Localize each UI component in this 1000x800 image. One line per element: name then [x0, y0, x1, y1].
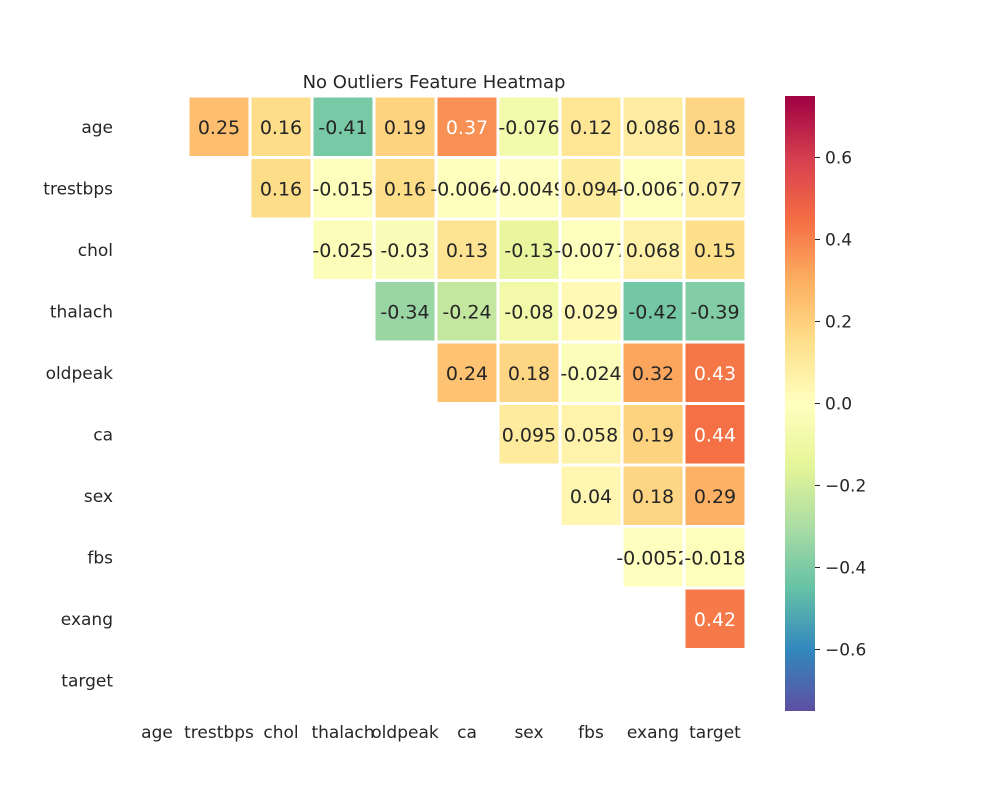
- heatmap-cell: [558, 402, 624, 467]
- column-tick-label: oldpeak: [371, 723, 439, 743]
- cell-value-label: 0.19: [632, 424, 674, 446]
- cell-value-label: 0.25: [198, 117, 240, 139]
- heatmap-cell: [682, 525, 748, 590]
- heatmap-cell: [248, 156, 314, 221]
- heatmap-cell: [620, 279, 686, 344]
- cell-value-label: -0.0052: [616, 547, 689, 569]
- column-tick-label: ca: [457, 723, 477, 743]
- cell-value-label: -0.0064: [430, 178, 503, 200]
- column-tick-label: target: [689, 723, 741, 743]
- row-tick-label: age: [81, 118, 113, 138]
- cell-value-label: 0.18: [694, 117, 736, 139]
- cell-value-label: 0.16: [384, 178, 426, 200]
- cell-value-label: 0.29: [694, 486, 736, 508]
- heatmap-cell: [434, 340, 500, 405]
- column-tick-label: exang: [627, 723, 679, 743]
- colorbar-tick-label: 0.4: [825, 231, 852, 251]
- cell-value-label: -0.41: [318, 117, 367, 139]
- cell-value-label: 0.18: [508, 363, 550, 385]
- cell-value-label: 0.16: [260, 178, 302, 200]
- heatmap-cell: [682, 156, 748, 221]
- heatmap-cell: [682, 586, 748, 651]
- cell-value-label: 0.43: [694, 363, 736, 385]
- row-tick-label: chol: [78, 241, 113, 261]
- cell-value-label: -0.0067: [616, 178, 689, 200]
- cell-value-label: -0.13: [504, 240, 553, 262]
- cell-value-label: -0.42: [628, 301, 677, 323]
- cell-value-label: 0.068: [626, 240, 680, 262]
- row-tick-label: exang: [61, 610, 113, 630]
- cell-value-label: 0.44: [694, 424, 736, 446]
- cell-value-label: -0.025: [312, 240, 373, 262]
- cell-value-label: 0.094: [564, 178, 618, 200]
- column-tick-label: sex: [514, 723, 543, 743]
- column-tick-label: age: [141, 723, 173, 743]
- colorbar-tick-label: −0.6: [825, 641, 866, 661]
- cell-value-label: 0.37: [446, 117, 488, 139]
- cell-value-label: -0.018: [684, 547, 745, 569]
- heatmap-cell: [310, 217, 376, 282]
- colorbar-tick-label: 0.2: [825, 313, 852, 333]
- column-tick-label: thalach: [311, 723, 374, 743]
- row-tick-label: fbs: [87, 548, 113, 568]
- row-tick-label: target: [61, 671, 113, 691]
- colorbar: [785, 96, 815, 711]
- cell-value-label: -0.39: [690, 301, 739, 323]
- row-tick-label: trestbps: [43, 179, 113, 199]
- cell-value-label: 0.19: [384, 117, 426, 139]
- row-tick-labels: age trestbps chol thalach oldpeak ca sex fbs exa…: [43, 118, 113, 692]
- cell-value-label: 0.32: [632, 363, 674, 385]
- cell-value-label: 0.086: [626, 117, 680, 139]
- cell-value-label: -0.34: [380, 301, 429, 323]
- column-tick-label: fbs: [578, 723, 604, 743]
- heatmap-cell: [620, 94, 686, 159]
- row-tick-label: ca: [93, 425, 113, 445]
- heatmap-cell: [620, 525, 686, 590]
- cell-value-label: 0.12: [570, 117, 612, 139]
- row-tick-label: sex: [84, 487, 113, 507]
- cell-value-label: 0.16: [260, 117, 302, 139]
- colorbar-ticks: 0.6 0.4 0.2 0.0 −0.2 −0.4 −0.6: [815, 149, 866, 661]
- cell-value-label: 0.095: [502, 424, 556, 446]
- column-tick-label: trestbps: [184, 723, 254, 743]
- cell-value-label: -0.024: [560, 363, 621, 385]
- cell-value-label: -0.0077: [554, 240, 627, 262]
- row-tick-label: thalach: [50, 302, 113, 322]
- cell-value-label: -0.03: [380, 240, 429, 262]
- cell-value-label: 0.04: [570, 486, 612, 508]
- colorbar-tick-label: 0.6: [825, 149, 852, 169]
- heatmap-cell: [496, 340, 562, 405]
- heatmap-cell: [558, 279, 624, 344]
- cell-value-label: -0.24: [442, 301, 491, 323]
- colorbar-tick-label: −0.4: [825, 559, 866, 579]
- row-tick-label: oldpeak: [46, 364, 114, 384]
- heatmap-cell: [496, 156, 562, 221]
- cell-value-label: -0.08: [504, 301, 553, 323]
- cell-value-label: -0.015: [312, 178, 373, 200]
- cell-value-label: 0.077: [688, 178, 742, 200]
- heatmap-cell: [372, 279, 438, 344]
- heatmap-cell: [682, 217, 748, 282]
- cell-value-label: 0.18: [632, 486, 674, 508]
- heatmap-cells: 0.25 0.16 -0.41 0.19 0.37 -0.076 0.12 0.086 0.18…: [186, 94, 748, 651]
- cell-value-label: -0.0049: [492, 178, 565, 200]
- cell-value-label: 0.42: [694, 609, 736, 631]
- heatmap-cell: [186, 94, 252, 159]
- cell-value-label: -0.076: [498, 117, 559, 139]
- cell-value-label: 0.24: [446, 363, 488, 385]
- colorbar-tick-label: 0.0: [825, 395, 852, 415]
- column-tick-label: chol: [263, 723, 298, 743]
- cell-value-label: 0.029: [564, 301, 618, 323]
- cell-value-label: 0.058: [564, 424, 618, 446]
- heatmap-cell: [558, 156, 624, 221]
- heatmap-cell: [496, 402, 562, 467]
- cell-value-label: 0.13: [446, 240, 488, 262]
- heatmap-cell: [682, 402, 748, 467]
- colorbar-tick-label: −0.2: [825, 477, 866, 497]
- chart-title: No Outliers Feature Heatmap: [303, 72, 566, 93]
- cell-value-label: 0.15: [694, 240, 736, 262]
- heatmap-cell: [620, 463, 686, 528]
